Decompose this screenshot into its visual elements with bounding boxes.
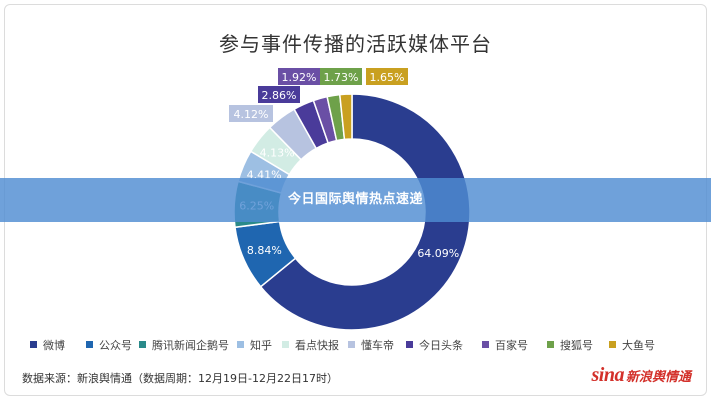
legend-label: 百家号 [495,339,528,352]
banner-text[interactable]: 今日国际舆情热点速递 [287,192,423,207]
legend-item-3: 腾讯新闻企鹅号 [139,337,229,353]
logo-mark: sina [591,364,625,386]
legend-item-6: 懂车帝 [348,337,394,353]
legend-swatch [482,341,489,348]
slice-label-6: 4.12% [234,108,269,121]
chart-title: 参与事件传播的活跃媒体平台 [219,32,492,56]
slice-label-10: 1.65% [370,71,405,84]
legend-label: 公众号 [99,339,132,352]
legend-item-8: 百家号 [482,337,528,353]
legend-swatch [282,341,289,348]
legend-swatch [547,341,554,348]
legend-label: 大鱼号 [622,339,655,352]
slice-label-box-10 [366,68,408,85]
logo-text: 新浪舆情通 [625,369,691,384]
donut-slice-10 [338,93,353,141]
legend-swatch [348,341,355,348]
legend-item-9: 搜狐号 [547,337,593,353]
legend-item-7: 今日头条 [406,337,463,353]
legend-swatch [237,341,244,348]
legend-swatch [139,341,146,348]
legend-label: 知乎 [250,339,272,352]
slice-label-box-9 [320,68,362,85]
slice-label-5: 4.13% [260,147,295,160]
slice-label-9: 1.73% [324,71,359,84]
chart-legend: 微博 公众号 腾讯新闻企鹅号 知乎 看点快报 懂车帝 今日头条 百家号 搜狐号 大鱼号 [30,337,700,353]
legend-label: 懂车帝 [361,339,394,352]
legend-swatch [86,341,93,348]
legend-label: 微博 [43,339,65,352]
legend-item-4: 知乎 [237,337,272,353]
legend-swatch [609,341,616,348]
legend-swatch [406,341,413,348]
legend-label: 看点快报 [295,339,339,352]
headline-banner[interactable] [0,178,711,222]
slice-label-2: 8.84% [247,244,282,257]
legend-label: 腾讯新闻企鹅号 [152,339,229,352]
slice-label-7: 2.86% [262,89,297,102]
legend-label: 今日头条 [419,339,463,352]
legend-label: 搜狐号 [560,339,593,352]
legend-item-2: 公众号 [86,337,132,353]
legend-item-1: 微博 [30,337,65,353]
slice-label-1: 64.09% [417,247,459,260]
slice-label-box-8 [278,68,320,85]
legend-item-5: 看点快报 [282,337,339,353]
slice-label-8: 1.92% [282,71,317,84]
legend-item-10: 大鱼号 [609,337,655,353]
data-source-note: 数据来源：新浪舆情通（数据周期：12月19日-12月22日17时） [22,372,338,385]
slice-label-box-6 [229,105,273,122]
sina-yuqingtong-logo: sina 新浪舆情通 [592,364,691,386]
legend-swatch [30,341,37,348]
slice-label-box-7 [258,86,300,103]
